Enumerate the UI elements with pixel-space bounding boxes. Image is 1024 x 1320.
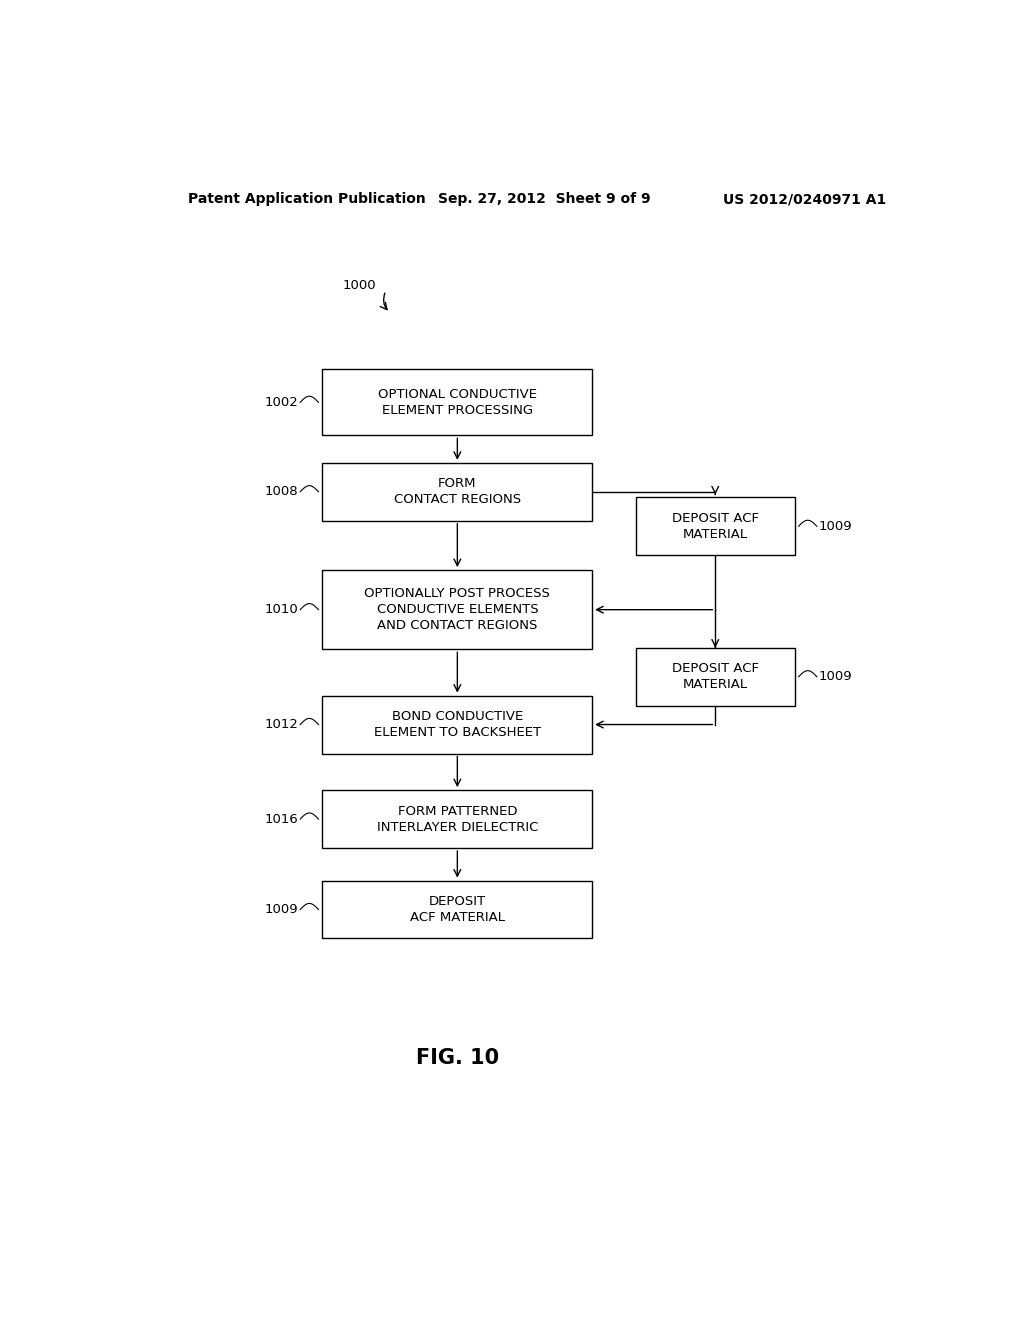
Text: 1010: 1010: [265, 603, 299, 616]
Text: FORM
CONTACT REGIONS: FORM CONTACT REGIONS: [394, 478, 521, 507]
Text: DEPOSIT ACF
MATERIAL: DEPOSIT ACF MATERIAL: [672, 663, 759, 692]
Bar: [636, 498, 795, 556]
Text: 1002: 1002: [265, 396, 299, 409]
Text: 1016: 1016: [265, 813, 299, 825]
Bar: [323, 696, 592, 754]
Text: 1012: 1012: [265, 718, 299, 731]
Text: FIG. 10: FIG. 10: [416, 1048, 499, 1068]
Text: 1009: 1009: [265, 903, 299, 916]
Text: Patent Application Publication: Patent Application Publication: [187, 191, 425, 206]
Bar: [323, 463, 592, 521]
Text: FORM PATTERNED
INTERLAYER DIELECTRIC: FORM PATTERNED INTERLAYER DIELECTRIC: [377, 805, 538, 833]
Text: 1000: 1000: [342, 279, 376, 292]
Bar: [323, 880, 592, 939]
Bar: [323, 370, 592, 436]
Text: Sep. 27, 2012  Sheet 9 of 9: Sep. 27, 2012 Sheet 9 of 9: [437, 191, 650, 206]
Bar: [636, 648, 795, 706]
Bar: [323, 570, 592, 649]
Text: US 2012/0240971 A1: US 2012/0240971 A1: [723, 191, 887, 206]
Text: 1009: 1009: [818, 520, 852, 533]
Text: OPTIONAL CONDUCTIVE
ELEMENT PROCESSING: OPTIONAL CONDUCTIVE ELEMENT PROCESSING: [378, 388, 537, 417]
Text: 1008: 1008: [265, 486, 299, 498]
Text: BOND CONDUCTIVE
ELEMENT TO BACKSHEET: BOND CONDUCTIVE ELEMENT TO BACKSHEET: [374, 710, 541, 739]
Bar: [323, 791, 592, 847]
Text: DEPOSIT
ACF MATERIAL: DEPOSIT ACF MATERIAL: [410, 895, 505, 924]
Text: 1009: 1009: [818, 671, 852, 684]
Text: DEPOSIT ACF
MATERIAL: DEPOSIT ACF MATERIAL: [672, 512, 759, 541]
Text: OPTIONALLY POST PROCESS
CONDUCTIVE ELEMENTS
AND CONTACT REGIONS: OPTIONALLY POST PROCESS CONDUCTIVE ELEME…: [365, 587, 550, 632]
